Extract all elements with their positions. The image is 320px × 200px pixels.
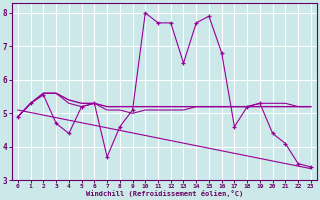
X-axis label: Windchill (Refroidissement éolien,°C): Windchill (Refroidissement éolien,°C) <box>86 190 243 197</box>
